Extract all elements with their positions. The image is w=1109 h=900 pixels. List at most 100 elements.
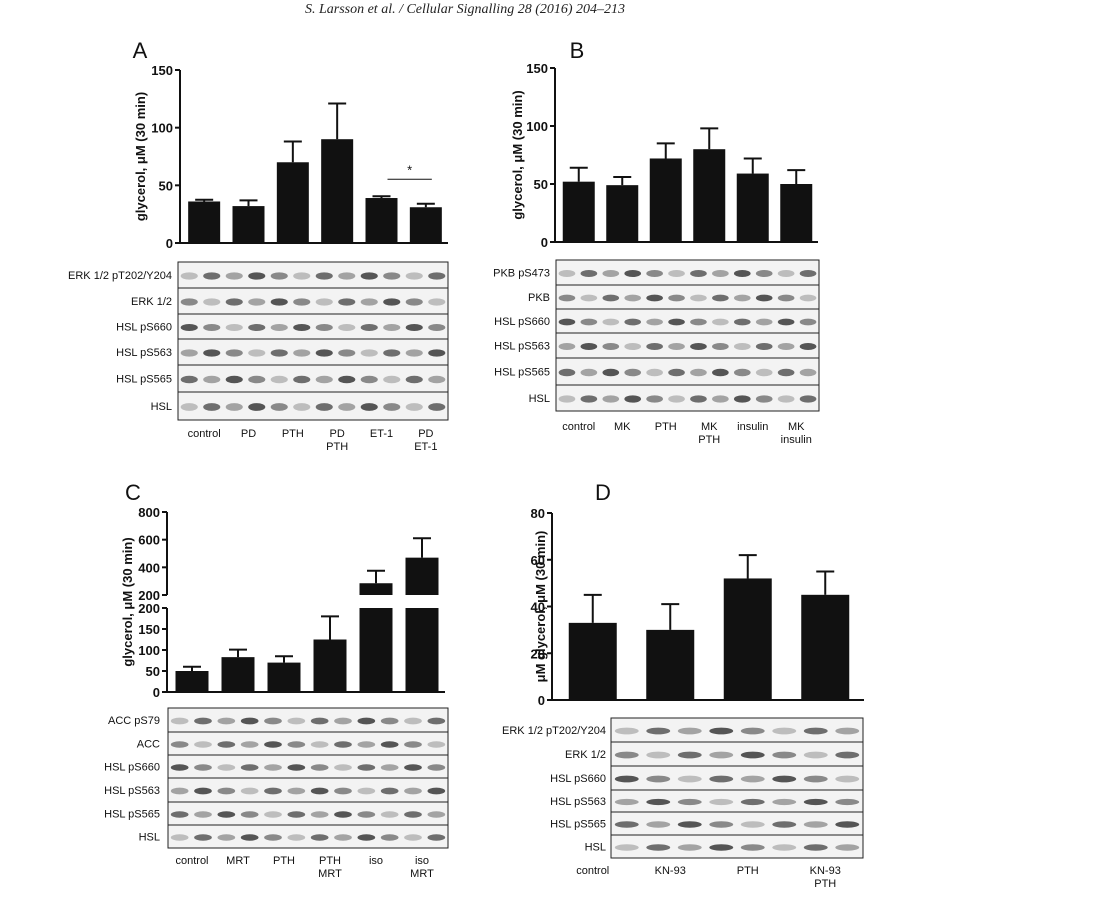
panel-a-blot-band [203,375,221,384]
panel-b-blot-band [624,294,642,302]
panel-b-blot-band [755,368,773,377]
panel-a-blot-band [293,349,311,357]
panel-b-blot-strip [555,357,820,386]
panel-a-blot-band [428,349,446,357]
panel-c-blot-band [427,717,446,725]
panel-c-ytick-label: 200 [138,588,160,603]
panel-d-blot-band [772,751,797,759]
panel-c-blot-strip [167,824,449,849]
panel-c-blot-band [287,764,306,771]
panel-b-blot-band [668,343,685,350]
panel-b-blot-band [558,395,576,403]
panel-a-blot-band [338,272,356,280]
panel-a-significance-star: * [407,162,412,177]
panel-b-lane-label: insulin [737,421,768,433]
panel-d-blot-band [646,727,671,735]
panel-c-ytick-label: 800 [138,505,160,520]
panel-b-blot-band [624,395,642,403]
panel-c-blot-band [264,741,282,748]
panel-d-blot-band [835,821,860,828]
panel-b-lane-label: MK [701,421,718,433]
panel-b-blot-band [690,270,707,277]
panel-b-blot-band [558,294,576,302]
panel-a-blot-band [203,349,221,357]
panel-c-blot-band [427,811,446,818]
panel-d-blot-band [772,775,797,783]
panel-b-lane-label: insulin [781,434,812,446]
panel-d-blot-band [803,751,828,759]
panel-a-blot-band [293,375,311,384]
panel-c-blot-band [380,741,399,748]
panel-b-blot-band [668,270,685,277]
panel-c-blot-band [404,811,422,818]
panel-d-blot-band [677,727,702,735]
panel-a-ytick-label: 150 [151,63,173,78]
panel-c-blot-band [380,811,399,818]
panel-c-ylabel: glycerol, μM (30 min) [120,537,135,666]
panel-c-blot-band [357,787,376,795]
panel-d-blot-strip [610,834,864,859]
panel-c-blot-band [217,717,236,725]
panel-d-blot-band [772,798,797,806]
panel-c-blot-band [404,717,422,725]
panel-b-letter: B [570,38,585,63]
panel-b-blot-band [668,395,685,403]
panel-c-bar-lower [405,608,439,692]
panel-c-blot-band [264,787,282,795]
panel-d-blot-band [709,751,734,759]
panel-b-blot-band [646,395,663,403]
panel-b-lane-label: PTH [698,434,720,446]
panel-a-letter: A [133,38,148,63]
panel-a-blot-band [225,403,243,411]
panel-d-lane-label: KN-93 [655,865,686,877]
panel-a-blot-band [338,349,356,357]
panel-d-blot-band [646,844,671,851]
panel-d-ylabel: μM glycerol, μM (30 min) [533,531,548,683]
panel-c-blot-band [170,764,189,771]
panel-d-blot-band [646,751,671,759]
panel-c-blot-band [264,834,282,841]
panel-d-blot-band [740,798,765,806]
panel-a-blot-band [338,375,356,384]
panel-a-blot-band [203,403,221,411]
panel-b-blot-label: HSL pS660 [494,316,550,328]
panel-a-blot-band [248,272,266,280]
panel-c-blot-band [380,787,399,795]
panel-b-blot-band [799,343,817,350]
panel-d-blot-band [835,844,860,851]
panel-b-blot-band [690,343,707,350]
panel-a-lane-label: ET-1 [414,441,437,453]
panel-b-blot-band [733,368,751,377]
panel-a-lane-label: control [188,428,221,440]
panel-c-blot-band [334,787,352,795]
panel-c-bar [175,671,209,692]
panel-b-blot-band [799,270,817,277]
panel-c-blot-strip [167,777,449,803]
panel-a-blot-band [360,375,378,384]
panel-c-blot-band [310,741,329,748]
panel-b-blot-band [755,270,773,277]
panel-b-blot-band [558,343,576,350]
panel-d-lane-label: control [576,865,609,877]
panel-b-lane-label: PTH [655,421,677,433]
panel-c-ytick-label: 150 [138,622,160,637]
panel-b-blot-band [777,294,795,302]
panel-d-blot-band [677,798,702,806]
panel-d-blot-band [835,727,860,735]
panel-b-blot-band [690,395,707,403]
panel-b-blot-band [646,368,663,377]
panel-b-blot-band [690,368,707,377]
panel-a-blot-band [225,375,243,384]
panel-c-blot-band [334,764,352,771]
panel-b-blot-band [580,294,598,302]
panel-c-blot-band [217,811,236,818]
panel-c-bar [221,657,255,692]
panel-d-blot-label: HSL [585,842,606,854]
panel-d-ytick-label: 0 [538,693,545,708]
panel-c-blot-band [217,764,236,771]
panel-b-ytick-label: 50 [534,177,548,192]
panel-c-blot-band [170,741,189,748]
panel-d-blot-band [803,821,828,828]
panel-c-blot-band [357,834,376,841]
panel-b-blot-band [712,318,729,326]
